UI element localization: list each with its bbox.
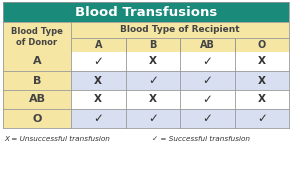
Bar <box>3 22 71 52</box>
Text: ✓ = Successful transfusion: ✓ = Successful transfusion <box>152 136 250 142</box>
Text: A: A <box>33 56 41 67</box>
Text: AB: AB <box>29 94 46 105</box>
Text: ✓: ✓ <box>202 93 212 106</box>
Text: Blood Type of Recipient: Blood Type of Recipient <box>120 25 240 35</box>
Bar <box>234 38 289 52</box>
Text: B: B <box>33 76 41 85</box>
Text: A: A <box>95 40 102 50</box>
Text: B: B <box>149 40 157 50</box>
Text: ✓: ✓ <box>202 55 212 68</box>
Bar <box>234 90 289 109</box>
Bar <box>126 71 180 90</box>
Text: AB: AB <box>200 40 215 50</box>
Bar <box>126 109 180 128</box>
Bar <box>234 71 289 90</box>
Bar <box>71 38 126 52</box>
Text: X: X <box>94 94 102 105</box>
Bar <box>3 71 71 90</box>
Bar <box>71 90 126 109</box>
Bar <box>3 52 71 71</box>
Bar <box>71 22 289 38</box>
Bar <box>234 109 289 128</box>
Text: ✓: ✓ <box>93 112 103 125</box>
Bar <box>71 109 126 128</box>
Text: O: O <box>258 40 266 50</box>
Bar <box>234 52 289 71</box>
Text: ✓: ✓ <box>202 112 212 125</box>
Bar <box>126 38 180 52</box>
Bar <box>3 2 289 22</box>
Text: X: X <box>94 76 102 85</box>
Text: X: X <box>258 56 266 67</box>
Text: X = Unsuccessful transfusion: X = Unsuccessful transfusion <box>4 136 110 142</box>
Bar <box>180 38 234 52</box>
Bar <box>180 90 234 109</box>
Text: X: X <box>258 94 266 105</box>
Bar <box>71 52 126 71</box>
Text: O: O <box>32 114 42 123</box>
Bar <box>180 52 234 71</box>
Text: ✓: ✓ <box>93 55 103 68</box>
Text: X: X <box>149 56 157 67</box>
Text: ✓: ✓ <box>257 112 267 125</box>
Bar <box>3 109 71 128</box>
Text: Blood Type
of Donor: Blood Type of Donor <box>11 27 63 47</box>
Text: X: X <box>149 94 157 105</box>
Text: ✓: ✓ <box>202 74 212 87</box>
Bar <box>180 71 234 90</box>
Text: X: X <box>258 76 266 85</box>
Bar <box>71 71 126 90</box>
Text: Blood Transfusions: Blood Transfusions <box>75 6 217 19</box>
Bar <box>126 90 180 109</box>
Text: ✓: ✓ <box>148 112 158 125</box>
Bar <box>180 109 234 128</box>
Bar <box>3 90 71 109</box>
Text: ✓: ✓ <box>148 74 158 87</box>
Bar <box>126 52 180 71</box>
